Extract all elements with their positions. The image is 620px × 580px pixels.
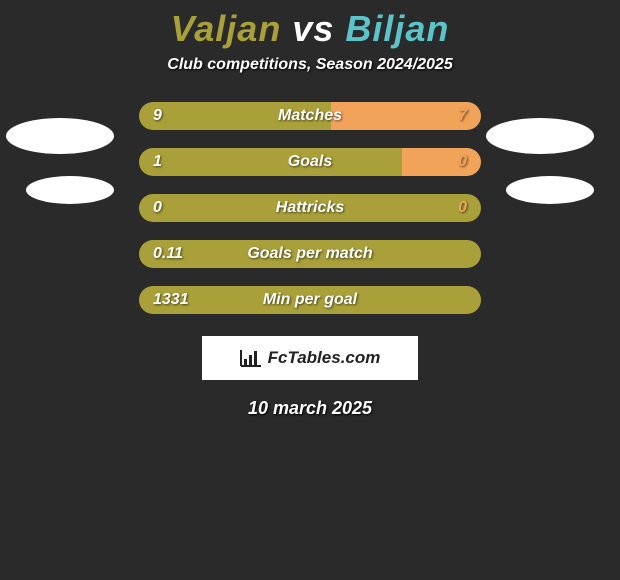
- brand-logo: FcTables.com: [202, 336, 418, 380]
- subtitle: Club competitions, Season 2024/2025: [0, 56, 620, 74]
- stat-value-a: 1331: [153, 291, 189, 309]
- stat-label: Goals: [288, 153, 332, 171]
- title-player-a: Valjan: [171, 8, 282, 49]
- avatar-right: [506, 176, 594, 204]
- stat-row-min-per-goal: 1331 Min per goal: [139, 286, 481, 314]
- stat-value-a: 0: [153, 199, 162, 217]
- stat-row-goals-per-match: 0.11 Goals per match: [139, 240, 481, 268]
- stat-value-b: 0: [458, 199, 467, 217]
- stat-row-goals: 1 Goals 0: [139, 148, 481, 176]
- stat-row-hattricks: 0 Hattricks 0: [139, 194, 481, 222]
- chart-icon: [240, 349, 262, 367]
- stat-value-a: 0.11: [153, 245, 183, 263]
- stat-value-b: 7: [458, 107, 467, 125]
- page-title: Valjan vs Biljan: [0, 0, 620, 50]
- stat-row-matches: 9 Matches 7: [139, 102, 481, 130]
- stat-value-a: 1: [153, 153, 162, 171]
- stat-value-b: 0: [458, 153, 467, 171]
- avatar-left: [26, 176, 114, 204]
- stat-label: Min per goal: [263, 291, 357, 309]
- stat-label: Goals per match: [247, 245, 372, 263]
- avatar-right: [486, 118, 594, 154]
- stats-bars: 9 Matches 7 1 Goals 0 0 Hattricks 0 0.11 Goals per…: [139, 102, 481, 314]
- date-label: 10 march 2025: [0, 398, 620, 419]
- brand-text: FcTables.com: [268, 348, 381, 368]
- title-player-b: Biljan: [345, 8, 449, 49]
- stat-label: Matches: [278, 107, 342, 125]
- title-vs: vs: [292, 8, 334, 49]
- stat-value-a: 9: [153, 107, 162, 125]
- avatar-left: [6, 118, 114, 154]
- stat-label: Hattricks: [276, 199, 344, 217]
